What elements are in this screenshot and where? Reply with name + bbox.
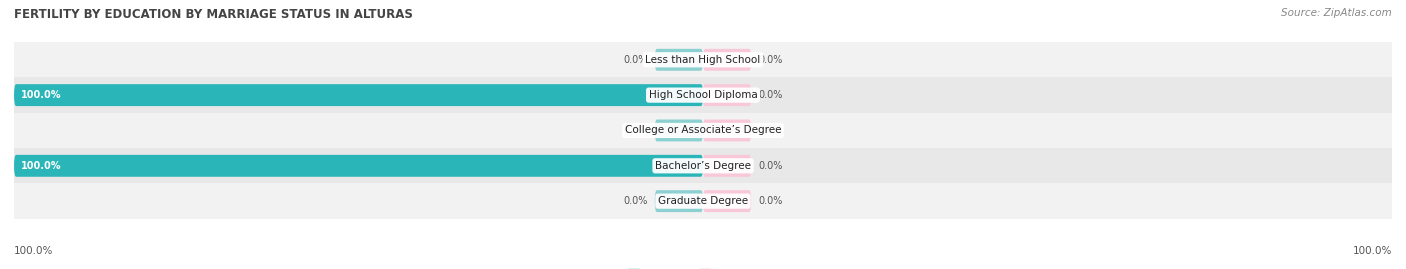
Bar bbox=[14, 113, 1392, 148]
FancyBboxPatch shape bbox=[703, 84, 751, 106]
Text: 100.0%: 100.0% bbox=[21, 90, 62, 100]
Text: 0.0%: 0.0% bbox=[758, 196, 783, 206]
FancyBboxPatch shape bbox=[655, 190, 703, 212]
FancyBboxPatch shape bbox=[655, 49, 703, 71]
Bar bbox=[14, 42, 1392, 77]
FancyBboxPatch shape bbox=[655, 119, 703, 141]
FancyBboxPatch shape bbox=[703, 190, 751, 212]
Text: Source: ZipAtlas.com: Source: ZipAtlas.com bbox=[1281, 8, 1392, 18]
Text: FERTILITY BY EDUCATION BY MARRIAGE STATUS IN ALTURAS: FERTILITY BY EDUCATION BY MARRIAGE STATU… bbox=[14, 8, 413, 21]
Bar bbox=[14, 148, 1392, 183]
Bar bbox=[14, 183, 1392, 219]
Text: Less than High School: Less than High School bbox=[645, 55, 761, 65]
FancyBboxPatch shape bbox=[14, 84, 703, 106]
Text: 0.0%: 0.0% bbox=[623, 125, 648, 136]
Text: 0.0%: 0.0% bbox=[623, 55, 648, 65]
FancyBboxPatch shape bbox=[14, 155, 703, 177]
Text: Bachelor’s Degree: Bachelor’s Degree bbox=[655, 161, 751, 171]
Text: 0.0%: 0.0% bbox=[623, 196, 648, 206]
Text: 100.0%: 100.0% bbox=[1353, 246, 1392, 256]
Text: High School Diploma: High School Diploma bbox=[648, 90, 758, 100]
Text: 100.0%: 100.0% bbox=[14, 246, 53, 256]
FancyBboxPatch shape bbox=[703, 119, 751, 141]
Text: Graduate Degree: Graduate Degree bbox=[658, 196, 748, 206]
Legend: Married, Unmarried: Married, Unmarried bbox=[623, 264, 783, 269]
Text: 100.0%: 100.0% bbox=[21, 161, 62, 171]
Text: 0.0%: 0.0% bbox=[758, 161, 783, 171]
Text: 0.0%: 0.0% bbox=[758, 125, 783, 136]
FancyBboxPatch shape bbox=[703, 155, 751, 177]
FancyBboxPatch shape bbox=[703, 49, 751, 71]
Text: 0.0%: 0.0% bbox=[758, 55, 783, 65]
Bar bbox=[14, 77, 1392, 113]
Text: College or Associate’s Degree: College or Associate’s Degree bbox=[624, 125, 782, 136]
Text: 0.0%: 0.0% bbox=[758, 90, 783, 100]
